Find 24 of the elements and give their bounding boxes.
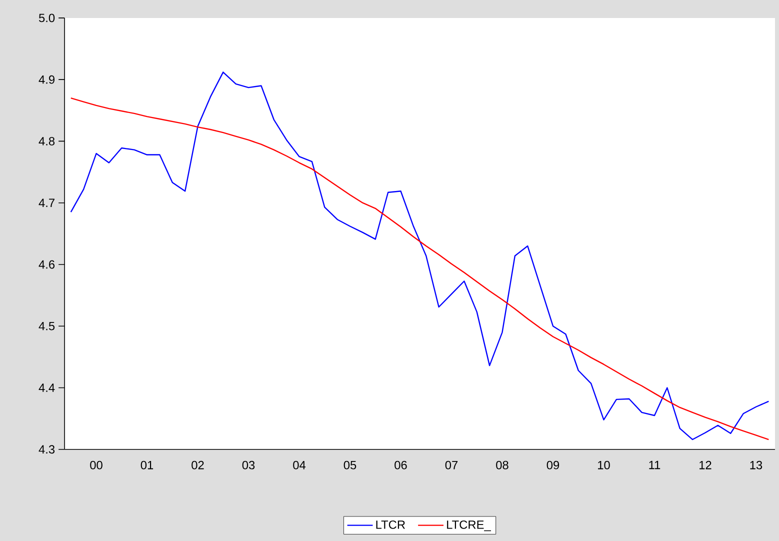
x-tick-label: 00 bbox=[90, 460, 102, 470]
y-tick-label: 4.3 bbox=[38, 445, 55, 454]
x-tick-label: 10 bbox=[598, 460, 610, 470]
x-tick-label: 04 bbox=[293, 460, 306, 470]
x-tick-label: 13 bbox=[750, 460, 762, 470]
y-tick-label: 4.4 bbox=[38, 384, 55, 392]
x-tick-label: 06 bbox=[394, 460, 407, 470]
x-tick-label: 03 bbox=[242, 460, 255, 470]
y-tick-label: 4.6 bbox=[38, 260, 55, 269]
legend-label: LTCRE_ bbox=[447, 520, 491, 532]
y-tick-label: 4.5 bbox=[38, 322, 55, 330]
x-tick-label: 02 bbox=[192, 460, 204, 470]
y-tick-label: 4.7 bbox=[38, 198, 54, 207]
legend-label: LTCR bbox=[376, 520, 405, 529]
y-tick-label: 5.0 bbox=[38, 14, 55, 22]
x-tick-label: 05 bbox=[344, 460, 356, 470]
x-tick-label: 09 bbox=[546, 460, 560, 470]
y-tick-label: 4.9 bbox=[38, 75, 54, 84]
y-tick-label: 4.8 bbox=[38, 136, 55, 146]
x-tick-label: 11 bbox=[649, 460, 660, 470]
x-tick-label: 01 bbox=[140, 460, 154, 470]
x-tick-label: 12 bbox=[700, 460, 712, 470]
x-tick-label: 07 bbox=[445, 460, 458, 470]
x-tick-label: 08 bbox=[496, 460, 508, 470]
